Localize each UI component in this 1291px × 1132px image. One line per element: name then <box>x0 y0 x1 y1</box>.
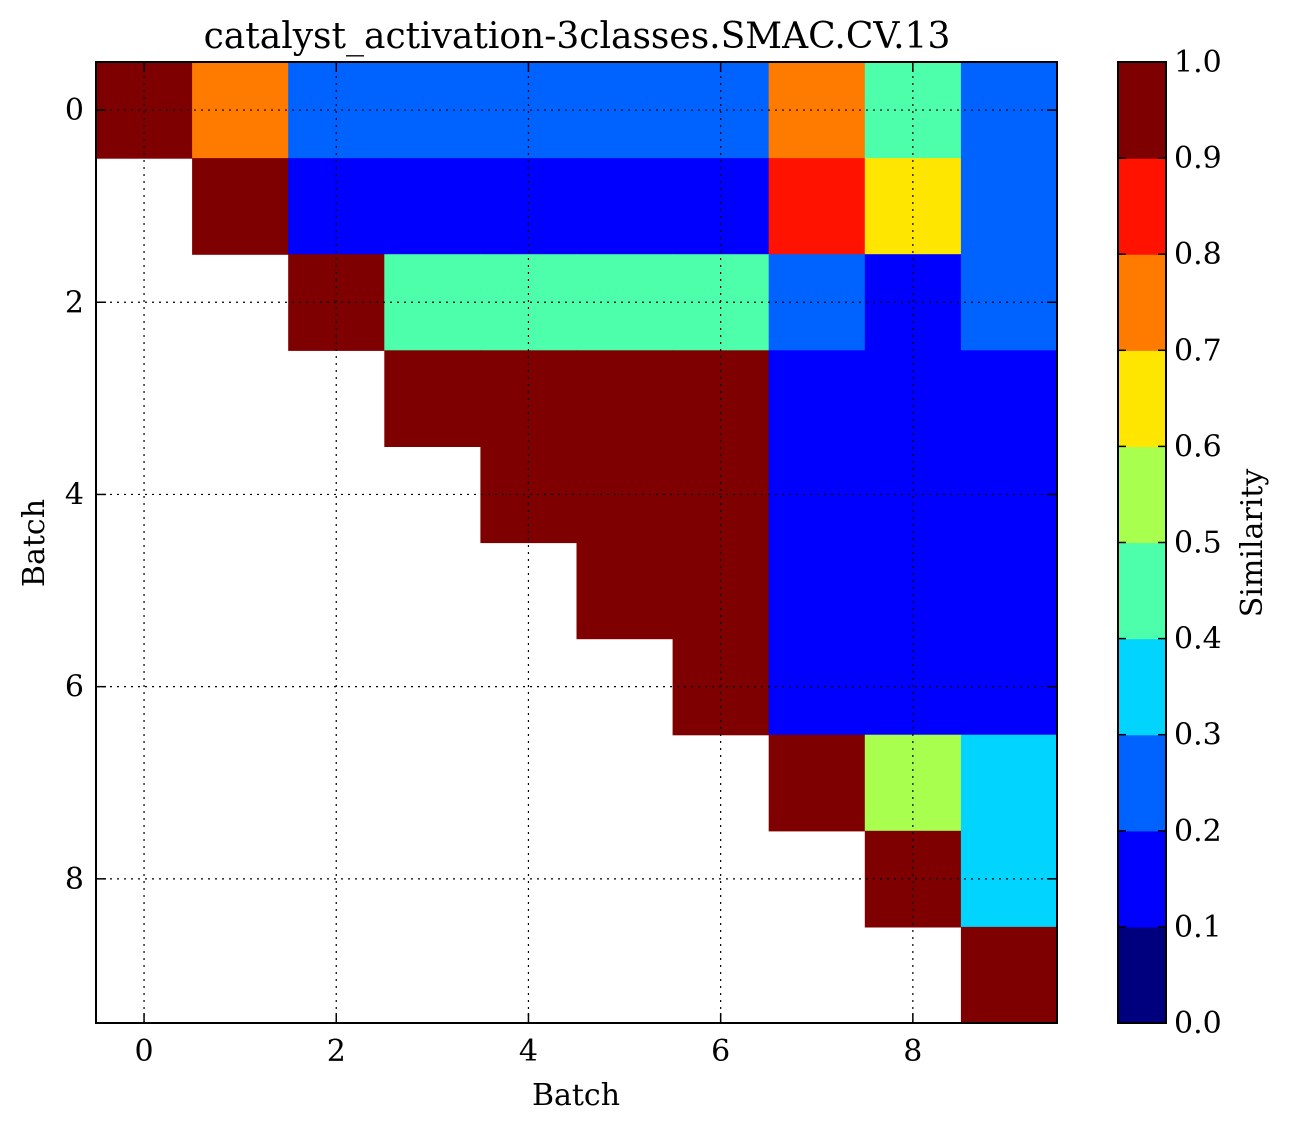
colorbar-segment <box>1118 542 1166 640</box>
plot-frame <box>95 61 1058 1024</box>
x-tick-label: 6 <box>711 1034 730 1069</box>
heatmap-cell-r1-c3 <box>384 158 481 255</box>
x-tick-label: 2 <box>327 1034 346 1069</box>
colorbar-tick-label: 0.7 <box>1174 333 1222 368</box>
heatmap-cell-r5-c9 <box>960 542 1058 640</box>
colorbar-tick-label: 0.2 <box>1174 814 1222 849</box>
colorbar-segment <box>1118 254 1166 351</box>
colorbar-tick-label: 0.8 <box>1174 237 1222 272</box>
heatmap-cell-r2-c9 <box>960 254 1058 351</box>
heatmap-cell-r1-c9 <box>960 158 1058 255</box>
heatmap-cell-r5-c8 <box>864 542 962 640</box>
colorbar: 0.0 0.1 0.2 0.3 0.4 0.5 0.6 0.7 0.8 0.9 1.0 <box>1117 45 1222 1041</box>
x-tick-label: 4 <box>519 1034 538 1069</box>
colorbar-segment <box>1118 638 1166 736</box>
heatmap-cell-r1-c2 <box>288 158 385 255</box>
heatmap-cell-r1-c7 <box>768 158 866 255</box>
heatmap-cell-r2-c5 <box>576 254 674 351</box>
colorbar-segment <box>1118 830 1166 928</box>
colorbar-tick-label: 0.0 <box>1174 1006 1222 1041</box>
heatmap-cell-r7-c7 <box>768 734 866 832</box>
y-tick-label: 2 <box>65 285 84 320</box>
heatmap-cell-r3-c3 <box>384 350 481 447</box>
heatmap-cell-r3-c9 <box>960 350 1058 447</box>
chart-title: catalyst_activation-3classes.SMAC.CV.13 <box>204 16 951 57</box>
y-tick-label: 0 <box>65 93 84 128</box>
heatmap-cell-r0-c0 <box>96 62 193 159</box>
heatmap-cell-r6-c9 <box>960 638 1058 736</box>
colorbar-segment <box>1118 350 1166 447</box>
y-tick-label: 6 <box>65 670 84 705</box>
colorbar-segment <box>1118 446 1166 544</box>
colorbar-segment <box>1118 734 1166 832</box>
heatmap-cell-r1-c1 <box>192 158 289 255</box>
colorbar-tick-label: 0.1 <box>1174 910 1222 945</box>
colorbar-segment <box>1118 158 1166 255</box>
x-tick-label: 8 <box>903 1034 922 1069</box>
heatmap-cell-r1-c6 <box>672 158 770 255</box>
heatmap-cell-r7-c9 <box>960 734 1058 832</box>
heatmap-cell-r8-c9 <box>960 830 1058 928</box>
heatmap-cell-r4-c8 <box>864 446 962 544</box>
heatmap-cell-r4-c9 <box>960 446 1058 544</box>
heatmap-cell-r0-c9 <box>960 62 1058 159</box>
heatmap-cell-r0-c1 <box>192 62 289 159</box>
y-axis-label: Batch <box>17 499 52 587</box>
heatmap-cell-r5-c5 <box>576 542 674 640</box>
colorbar-tick-label: 1.0 <box>1174 45 1222 80</box>
heatmap-cell-r5-c6 <box>672 542 770 640</box>
heatmap-cell-r3-c5 <box>576 350 674 447</box>
heatmap-cell-r9-c9 <box>960 926 1058 1024</box>
heatmap-cell-r1-c5 <box>576 158 674 255</box>
heatmap-cell-r5-c7 <box>768 542 866 640</box>
heatmap-cell-r1-c4 <box>480 158 578 255</box>
heatmap-cell-r4-c5 <box>576 446 674 544</box>
heatmap-cell-r8-c8 <box>864 830 962 928</box>
heatmap-cell-r1-c8 <box>864 158 962 255</box>
heatmap-cell-r4-c4 <box>480 446 578 544</box>
x-axis-label: Batch <box>532 1078 620 1113</box>
x-tick-label: 0 <box>135 1034 154 1069</box>
y-tick-label: 4 <box>65 477 84 512</box>
colorbar-tick-label: 0.3 <box>1174 718 1222 753</box>
colorbar-tick-label: 0.4 <box>1174 622 1222 657</box>
colorbar-segment <box>1118 62 1166 159</box>
colorbar-tick-label: 0.5 <box>1174 526 1222 561</box>
heatmap-cell-r2-c2 <box>288 254 385 351</box>
colorbar-tick-label: 0.9 <box>1174 141 1222 176</box>
y-tick-label: 8 <box>65 862 84 897</box>
heatmap-cell-r3-c7 <box>768 350 866 447</box>
colorbar-segment <box>1118 926 1166 1024</box>
axis-ticks: 0 0 2 2 4 4 6 6 8 8 <box>65 62 1057 1069</box>
colorbar-label: Similarity <box>1235 469 1270 618</box>
heatmap-cell-r0-c5 <box>576 62 674 159</box>
heatmap-cells <box>96 62 1058 1024</box>
heatmap-cell-r0-c2 <box>288 62 385 159</box>
colorbar-tick-label: 0.6 <box>1174 429 1222 464</box>
